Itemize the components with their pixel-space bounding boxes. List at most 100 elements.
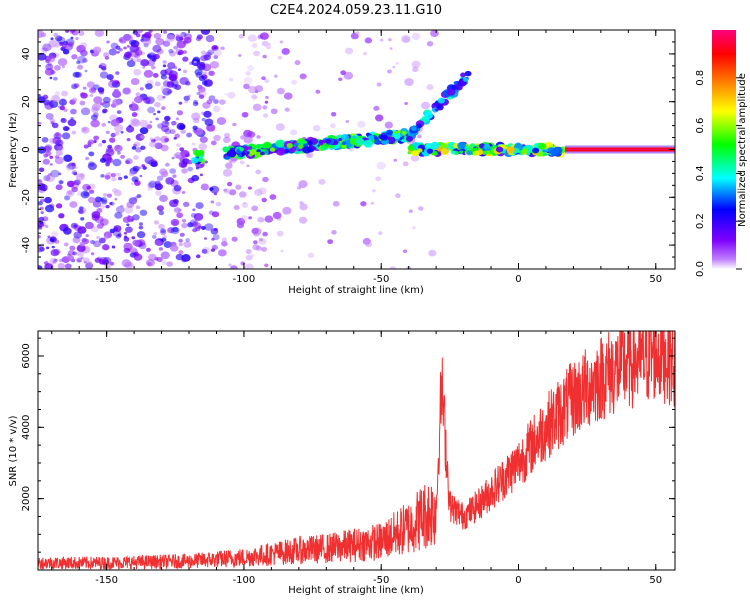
heatmap-cell <box>318 178 326 185</box>
heatmap-cell <box>139 209 148 216</box>
heatmap-cell <box>70 116 74 120</box>
heatmap-cell <box>43 145 52 153</box>
heatmap-cell <box>238 34 245 39</box>
heatmap-cell <box>355 138 365 146</box>
heatmap-cell <box>179 147 185 152</box>
heatmap-cell <box>159 194 168 203</box>
spectrogram-axes: -150 -100 -50 0 50 40 20 0 -20 -40 <box>21 29 675 285</box>
heatmap-cell <box>62 40 69 46</box>
y-tick-label: -20 <box>21 189 32 205</box>
heatmap-cell <box>161 237 167 242</box>
heatmap-cell <box>115 45 121 50</box>
heatmap-cell <box>147 106 156 114</box>
heatmap-cell <box>460 72 466 78</box>
heatmap-cell <box>458 79 467 87</box>
heatmap-cell <box>186 132 193 138</box>
heatmap-cell <box>230 265 238 269</box>
heatmap-cell <box>61 44 67 49</box>
heatmap-cell <box>155 117 159 121</box>
heatmap-cell <box>158 247 164 251</box>
heatmap-cell <box>66 180 75 188</box>
heatmap-cell <box>42 158 50 165</box>
heatmap-cell <box>401 34 411 43</box>
heatmap-cell <box>431 150 438 156</box>
heatmap-cell <box>156 175 164 181</box>
heatmap-cell <box>389 265 397 269</box>
heatmap-cell <box>206 124 216 132</box>
heatmap-cell <box>152 44 162 53</box>
heatmap-cell <box>154 101 161 108</box>
heatmap-cell <box>113 226 119 231</box>
heatmap-cell <box>75 173 85 181</box>
heatmap-cell <box>48 173 52 177</box>
heatmap-cell <box>82 86 87 90</box>
heatmap-cell <box>203 237 208 240</box>
heatmap-cell <box>482 150 488 155</box>
heatmap-cell <box>462 77 469 82</box>
heatmap-cell <box>440 142 448 149</box>
heatmap-cell <box>133 57 139 62</box>
heatmap-cell <box>103 101 107 105</box>
plot-frame <box>37 330 676 571</box>
heatmap-cell <box>195 102 199 105</box>
heatmap-cell <box>51 245 55 249</box>
heatmap-cell <box>139 127 149 135</box>
heatmap-cell <box>225 162 233 169</box>
heatmap-cell <box>77 55 87 64</box>
heatmap-cell <box>241 111 249 118</box>
heatmap-cell <box>114 131 120 136</box>
heatmap-cell <box>156 256 163 263</box>
heatmap-cell <box>242 111 249 118</box>
heatmap-cell <box>162 64 167 68</box>
heatmap-cell <box>280 249 284 253</box>
heatmap-cell <box>86 81 95 88</box>
heatmap-cell <box>136 194 142 199</box>
heatmap-cell <box>54 91 61 96</box>
heatmap-cell <box>446 88 456 96</box>
heatmap-cell <box>176 110 184 116</box>
heatmap-cell <box>210 248 216 252</box>
heatmap-cell <box>114 144 123 152</box>
heatmap-cell <box>53 248 61 255</box>
heatmap-cell <box>51 231 59 238</box>
heatmap-cell <box>435 108 439 112</box>
x-tick-label: 0 <box>515 274 521 285</box>
heatmap-cell <box>193 60 197 64</box>
heatmap-cell <box>146 259 155 267</box>
heatmap-cell <box>387 38 392 42</box>
heatmap-cell <box>208 95 216 101</box>
heatmap-cell <box>48 203 55 209</box>
heatmap-cell <box>243 136 253 144</box>
heatmap-cell <box>98 90 105 95</box>
heatmap-cell <box>90 114 98 121</box>
heatmap-cell <box>205 34 215 43</box>
heatmap-cell <box>60 90 69 97</box>
heatmap-cell <box>116 51 120 54</box>
heatmap-cell <box>61 132 71 140</box>
heatmap-cell <box>252 244 260 251</box>
heatmap-cell <box>299 201 303 205</box>
heatmap-cell <box>483 143 490 150</box>
heatmap-cell <box>428 249 437 257</box>
heatmap-cell <box>459 150 464 154</box>
heatmap-cell <box>495 146 504 153</box>
heatmap-cell <box>373 139 381 145</box>
heatmap-cell <box>72 71 80 78</box>
colorbar-ticks: 0.0 0.2 0.4 0.6 0.8 <box>695 70 742 277</box>
heatmap-cell <box>58 172 62 176</box>
heatmap-cell <box>85 262 94 269</box>
heatmap-cell <box>331 230 337 235</box>
heatmap-cell <box>138 222 144 226</box>
heatmap-cell <box>329 123 336 129</box>
heatmap-cell <box>47 62 52 67</box>
heatmap-cell <box>246 151 251 155</box>
heatmap-cell <box>106 74 114 81</box>
heatmap-cell <box>184 100 189 104</box>
heatmap-cell <box>66 255 74 261</box>
heatmap-cell <box>228 77 234 82</box>
heatmap-cell <box>54 239 60 244</box>
heatmap-cell <box>203 110 212 118</box>
heatmap-cell <box>325 138 331 144</box>
heatmap-cell <box>265 95 269 99</box>
heatmap-cell <box>173 66 178 70</box>
